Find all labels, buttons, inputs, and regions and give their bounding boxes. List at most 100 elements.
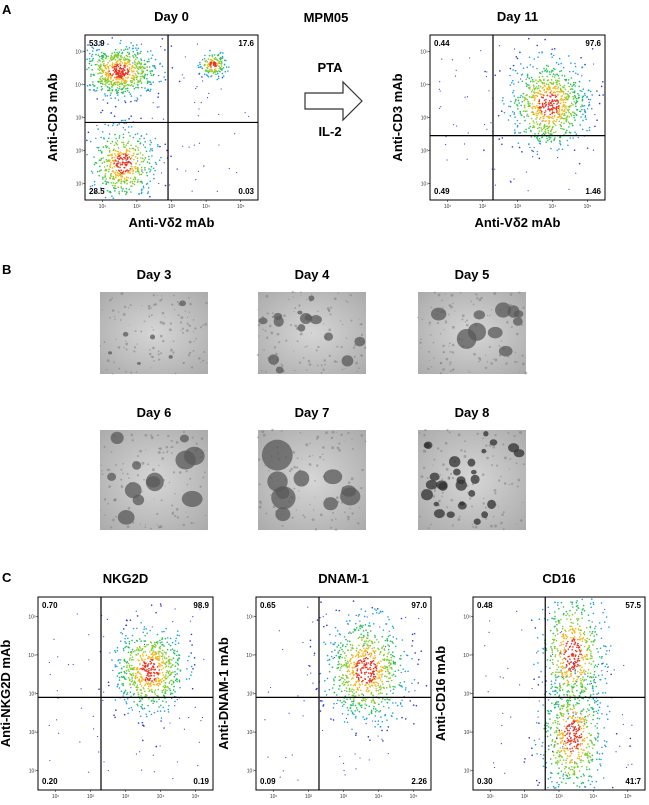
event-dot xyxy=(594,702,596,704)
event-dot xyxy=(156,701,158,703)
event-dot xyxy=(571,115,573,117)
event-dot xyxy=(141,193,143,195)
event-dot xyxy=(88,659,89,660)
event-dot xyxy=(177,630,179,632)
event-dot xyxy=(346,663,348,665)
event-dot xyxy=(587,648,589,650)
event-dot xyxy=(341,691,343,693)
event-dot xyxy=(582,99,584,101)
event-dot xyxy=(141,43,142,44)
event-dot xyxy=(333,684,335,686)
event-dot xyxy=(464,97,465,98)
event-dot xyxy=(151,148,153,150)
event-dot xyxy=(539,106,541,108)
event-dot xyxy=(105,178,107,180)
event-dot xyxy=(540,80,542,82)
event-dot xyxy=(160,710,162,712)
event-dot xyxy=(102,131,104,133)
event-dot xyxy=(340,654,342,656)
event-dot xyxy=(216,59,218,61)
event-dot xyxy=(159,679,161,681)
event-dot xyxy=(401,705,403,707)
event-dot xyxy=(588,102,590,104)
event-dot xyxy=(107,43,109,45)
event-dot xyxy=(526,115,527,116)
event-dot xyxy=(321,700,323,702)
event-dot xyxy=(137,684,139,686)
event-dot xyxy=(379,726,381,728)
event-dot xyxy=(144,75,146,77)
event-dot xyxy=(375,715,377,717)
event-dot xyxy=(551,90,553,92)
event-dot xyxy=(134,60,136,62)
event-dot xyxy=(150,650,152,652)
event-dot xyxy=(125,643,127,645)
event-dot xyxy=(528,116,530,118)
event-dot xyxy=(352,670,354,672)
event-dot xyxy=(382,683,384,685)
event-dot xyxy=(562,113,564,115)
event-dot xyxy=(371,700,373,702)
event-dot xyxy=(114,134,116,136)
event-dot xyxy=(113,182,115,184)
event-dot xyxy=(153,74,155,76)
event-dot xyxy=(323,642,325,644)
event-dot xyxy=(575,717,577,719)
event-dot xyxy=(117,683,119,685)
event-dot xyxy=(114,64,116,66)
event-dot xyxy=(550,133,552,135)
event-dot xyxy=(605,692,607,694)
event-dot xyxy=(367,662,369,664)
event-dot xyxy=(121,668,123,670)
event-dot xyxy=(579,111,581,113)
event-dot xyxy=(90,75,92,77)
event-dot xyxy=(486,76,487,77)
event-dot xyxy=(532,156,533,157)
event-dot xyxy=(137,181,139,183)
event-dot xyxy=(123,181,125,183)
event-dot xyxy=(359,636,361,638)
event-dot xyxy=(144,147,146,149)
event-dot xyxy=(513,65,515,67)
event-dot xyxy=(588,760,590,762)
event-dot xyxy=(540,671,542,673)
event-dot xyxy=(580,776,582,778)
event-dot xyxy=(362,683,364,685)
event-dot xyxy=(129,641,131,643)
event-dot xyxy=(369,640,371,642)
event-dot xyxy=(123,49,125,51)
event-dot xyxy=(355,666,357,668)
event-dot xyxy=(112,157,114,159)
event-dot xyxy=(150,672,152,674)
event-dot xyxy=(116,71,118,73)
event-dot xyxy=(118,88,120,90)
event-dot xyxy=(378,720,380,722)
y-tick-label: 10⁵ xyxy=(28,614,36,620)
event-dot xyxy=(565,658,567,660)
event-dot xyxy=(147,675,149,677)
event-dot xyxy=(567,109,569,111)
event-dot xyxy=(575,173,576,174)
event-dot xyxy=(387,640,389,642)
event-dot xyxy=(186,668,188,670)
event-dot xyxy=(163,76,165,78)
event-dot xyxy=(542,97,544,99)
event-dot xyxy=(365,640,367,642)
event-dot xyxy=(550,630,552,632)
event-dot xyxy=(366,704,368,706)
event-dot xyxy=(556,119,558,121)
event-dot xyxy=(96,125,97,126)
event-dot xyxy=(375,676,377,678)
event-dot xyxy=(536,115,538,117)
event-dot xyxy=(587,700,589,702)
event-dot xyxy=(128,126,130,128)
event-dot xyxy=(537,123,539,125)
event-dot xyxy=(132,80,134,82)
event-dot xyxy=(140,684,142,686)
event-dot xyxy=(576,100,578,102)
event-dot xyxy=(401,639,403,641)
event-dot xyxy=(378,641,380,643)
event-dot xyxy=(593,661,595,663)
event-dot xyxy=(120,153,122,155)
event-dot xyxy=(529,147,530,148)
